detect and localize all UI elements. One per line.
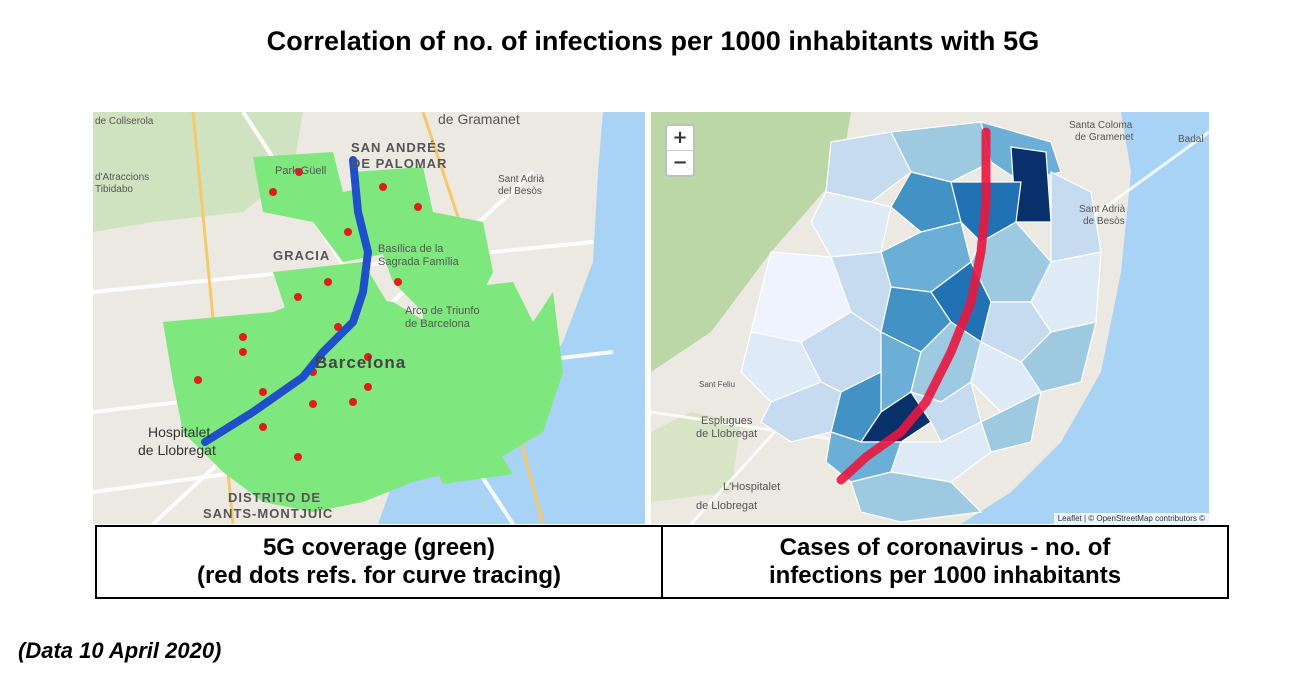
label-hospitalet-2: de Llobregat (696, 500, 757, 512)
coronavirus-cases-map[interactable]: Santa Coloma de Gramenet Badal Sant Adri… (651, 112, 1209, 524)
label-gramanet: de Gramanet (438, 112, 520, 127)
label-hospitalet-2: de Llobregat (138, 442, 216, 458)
label-collserola: de Collserola (95, 116, 154, 127)
caption-left: 5G coverage (green) (red dots refs. for … (97, 527, 661, 597)
map-attribution[interactable]: Leaflet | © OpenStreetMap contributors © (1053, 513, 1209, 524)
5g-trace-curve (201, 156, 373, 446)
label-hospitalet-1: Hospitalet (148, 424, 210, 440)
label-badalona: Badal (1178, 134, 1204, 145)
infection-trace-curve (836, 127, 991, 485)
label-park-guell: Park Güell (275, 165, 326, 177)
label-gracia: GRACIA (273, 248, 330, 263)
label-barcelona: Barcelona (315, 353, 406, 372)
label-sant-feliu: Sant Feliu (699, 380, 735, 389)
5g-coverage-map[interactable]: de Gramanet SAN ANDRÉS DE PALOMAR Sant A… (93, 112, 645, 524)
date-note: (Data 10 April 2020) (18, 638, 222, 663)
caption-table: 5G coverage (green) (red dots refs. for … (95, 525, 1229, 599)
zoom-in-button[interactable]: + (672, 127, 688, 148)
zoom-control: + − (665, 124, 695, 177)
label-esplugues-1: Esplugues (701, 415, 753, 427)
label-sant-adria-2: de Besòs (1083, 216, 1125, 227)
label-basilica-2: Sagrada Família (378, 256, 460, 268)
label-santa-coloma-2: de Gramenet (1075, 132, 1134, 143)
label-santa-coloma-1: Santa Coloma (1069, 120, 1133, 131)
label-san-andres-2: DE PALOMAR (351, 156, 447, 171)
label-tibidabo-1: d'Atraccions (95, 172, 149, 183)
label-hospitalet-1: L'Hospitalet (723, 481, 780, 493)
label-sants-1: DISTRITO DE (228, 490, 321, 505)
caption-right-line1: Cases of coronavirus - no. of (779, 534, 1111, 561)
label-sants-2: SANTS-MONTJUÏC (203, 506, 333, 521)
label-basilica-1: Basílica de la (378, 243, 444, 255)
figure-title: Correlation of no. of infections per 100… (266, 26, 1040, 56)
caption-left-line1: 5G coverage (green) (262, 534, 496, 561)
caption-right-line2: infections per 1000 inhabitants (768, 562, 1122, 589)
label-arco-2: de Barcelona (405, 318, 471, 330)
caption-left-line2: (red dots refs. for curve tracing) (196, 562, 562, 589)
zoom-out-button[interactable]: − (667, 150, 693, 175)
label-esplugues-2: de Llobregat (696, 428, 757, 440)
label-sant-adria-2: del Besòs (498, 186, 542, 197)
label-sant-adria-1: Sant Adrià (498, 174, 545, 185)
label-sant-adria-1: Sant Adrià (1079, 204, 1126, 215)
caption-right: Cases of coronavirus - no. of infections… (661, 527, 1227, 597)
label-arco-1: Arco de Triunfo (405, 305, 480, 317)
reference-dots (194, 168, 422, 461)
label-tibidabo-2: Tibidabo (95, 184, 133, 195)
label-san-andres-1: SAN ANDRÉS (351, 140, 446, 155)
